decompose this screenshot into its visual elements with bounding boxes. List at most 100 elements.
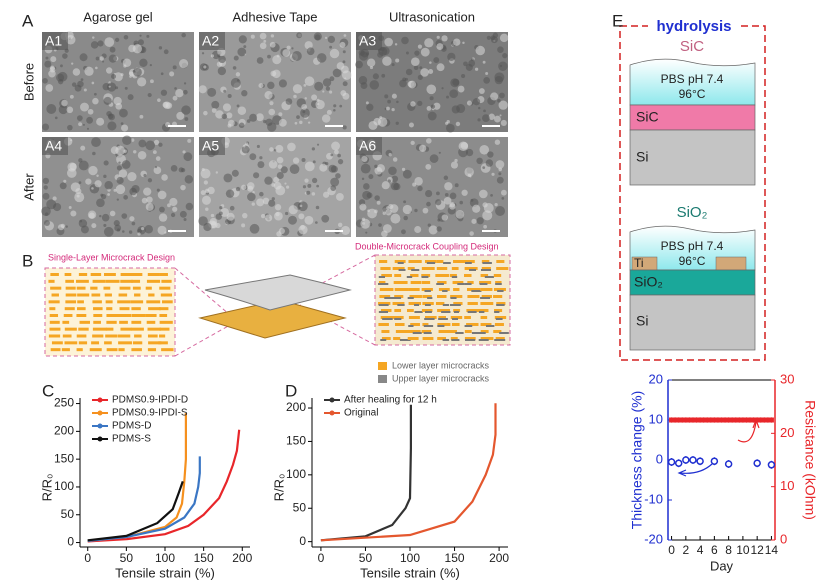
crack <box>382 318 393 320</box>
texture <box>390 213 401 224</box>
texture <box>382 211 387 215</box>
crack <box>469 269 477 271</box>
texture <box>469 231 474 236</box>
crack <box>467 311 477 313</box>
crack <box>480 302 494 305</box>
texture <box>366 58 376 67</box>
texture <box>274 204 282 211</box>
texture <box>296 32 303 39</box>
x-axis-label: Tensile strain (%) <box>115 565 215 580</box>
crack <box>134 293 141 297</box>
texture <box>179 210 187 218</box>
texture <box>210 54 215 58</box>
crack <box>464 316 471 319</box>
texture <box>226 212 235 221</box>
crack <box>452 281 464 284</box>
point <box>690 417 696 423</box>
texture <box>288 205 298 215</box>
texture <box>62 53 68 59</box>
texture <box>215 110 224 119</box>
texture <box>71 82 77 87</box>
substrate-label: Si <box>636 149 648 165</box>
texture <box>425 163 432 170</box>
texture <box>264 91 273 100</box>
texture <box>167 203 171 208</box>
crack <box>48 279 55 283</box>
x-tick-label: 200 <box>232 551 252 565</box>
crack <box>394 260 406 263</box>
crack <box>422 323 429 326</box>
texture <box>217 66 227 76</box>
legend-label: After healing for 12 h <box>344 395 437 406</box>
crack <box>131 314 146 317</box>
texture <box>247 185 254 192</box>
crack <box>392 316 404 319</box>
stack-title: SiO₂ <box>677 204 708 221</box>
panel-label: E <box>612 11 623 30</box>
texture <box>68 206 72 209</box>
texture <box>491 172 495 176</box>
texture <box>91 223 97 229</box>
texture <box>141 227 145 231</box>
texture <box>311 147 315 151</box>
point <box>708 417 714 423</box>
point <box>701 417 707 423</box>
point <box>754 417 760 423</box>
texture <box>67 124 73 131</box>
crack <box>384 297 395 299</box>
texture <box>277 164 283 169</box>
texture <box>316 53 327 63</box>
texture <box>104 180 113 190</box>
texture <box>476 217 484 225</box>
texture <box>311 192 316 196</box>
texture <box>249 113 258 122</box>
crack <box>451 339 460 341</box>
texture <box>485 159 494 167</box>
texture <box>243 45 247 49</box>
texture <box>107 121 117 131</box>
point <box>747 417 753 423</box>
image-label: A1 <box>45 33 62 49</box>
crack <box>145 314 157 317</box>
crack <box>421 281 431 284</box>
texture <box>123 34 129 40</box>
texture <box>384 94 389 99</box>
texture <box>325 161 329 166</box>
texture <box>321 114 331 123</box>
texture <box>230 77 241 88</box>
crack <box>464 283 472 285</box>
series-line <box>320 404 412 542</box>
texture <box>92 36 95 39</box>
texture <box>79 53 88 62</box>
texture <box>361 177 365 181</box>
texture <box>395 58 400 63</box>
crack <box>93 320 101 324</box>
legend-swatch <box>378 362 387 370</box>
texture <box>94 180 102 188</box>
label-bg <box>42 137 68 155</box>
crack <box>423 325 434 327</box>
texture <box>296 115 300 120</box>
texture <box>130 138 135 142</box>
texture <box>336 193 344 201</box>
texture <box>69 162 77 171</box>
crack <box>120 327 132 331</box>
crack <box>495 281 502 284</box>
crack <box>117 314 132 317</box>
texture <box>342 125 347 130</box>
crack <box>393 337 401 340</box>
crack <box>481 260 490 263</box>
texture <box>41 206 51 217</box>
texture <box>204 188 210 194</box>
crack <box>76 314 87 317</box>
texture <box>464 167 474 177</box>
crack <box>378 323 389 326</box>
texture <box>289 164 300 175</box>
texture <box>494 115 501 123</box>
texture <box>316 184 320 188</box>
texture <box>433 57 440 63</box>
crack <box>494 316 507 319</box>
texture <box>302 185 307 189</box>
texture <box>445 121 449 125</box>
texture <box>71 62 74 65</box>
